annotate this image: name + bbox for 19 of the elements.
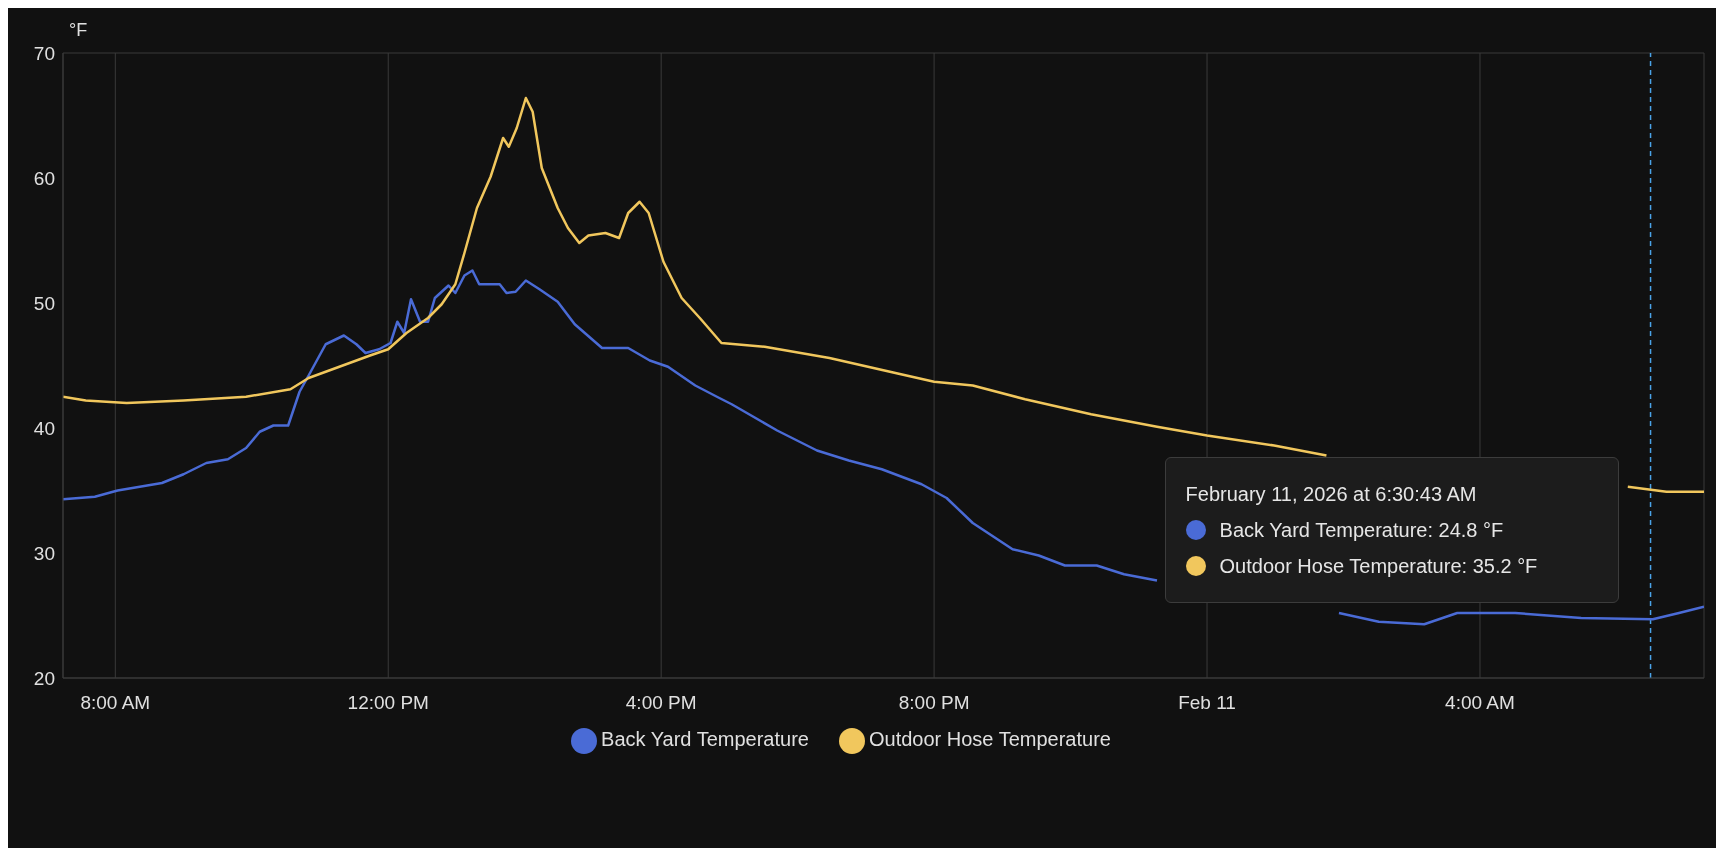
x-tick-label: 12:00 PM [347,692,429,714]
legend-label: Outdoor Hose Temperature [868,728,1111,751]
y-axis-title: °F [69,20,88,41]
x-tick-label: 4:00 AM [1445,692,1515,714]
x-tick-label: 4:00 PM [625,692,697,714]
y-tick-label: 70 [33,42,55,64]
x-tick-label: 8:00 AM [80,692,151,714]
annotation: Back Yard Temperature: 24.8 °F [1219,518,1504,543]
annotation: February 11, 2026 at 6:30:43 AM [1185,482,1477,507]
y-tick-label: 30 [33,542,55,564]
y-tick-label: 40 [33,417,55,439]
y-tick-label: 20 [33,667,55,689]
legend-label: Back Yard Temperature [601,728,809,751]
tooltip-box: February 11, 2026 at 6:30:43 AM Back Yard Temperature: 24.8 °F Outdoor Hose Temperature: 35.2 °F [1164,457,1619,603]
x-tick-label: Feb 11 [1178,692,1236,714]
y-tick-label: 50 [33,292,55,314]
x-tick-label: 8:00 PM [898,692,970,714]
y-tick-label: 60 [33,167,55,189]
annotation: Outdoor Hose Temperature: 35.2 °F [1219,554,1538,579]
